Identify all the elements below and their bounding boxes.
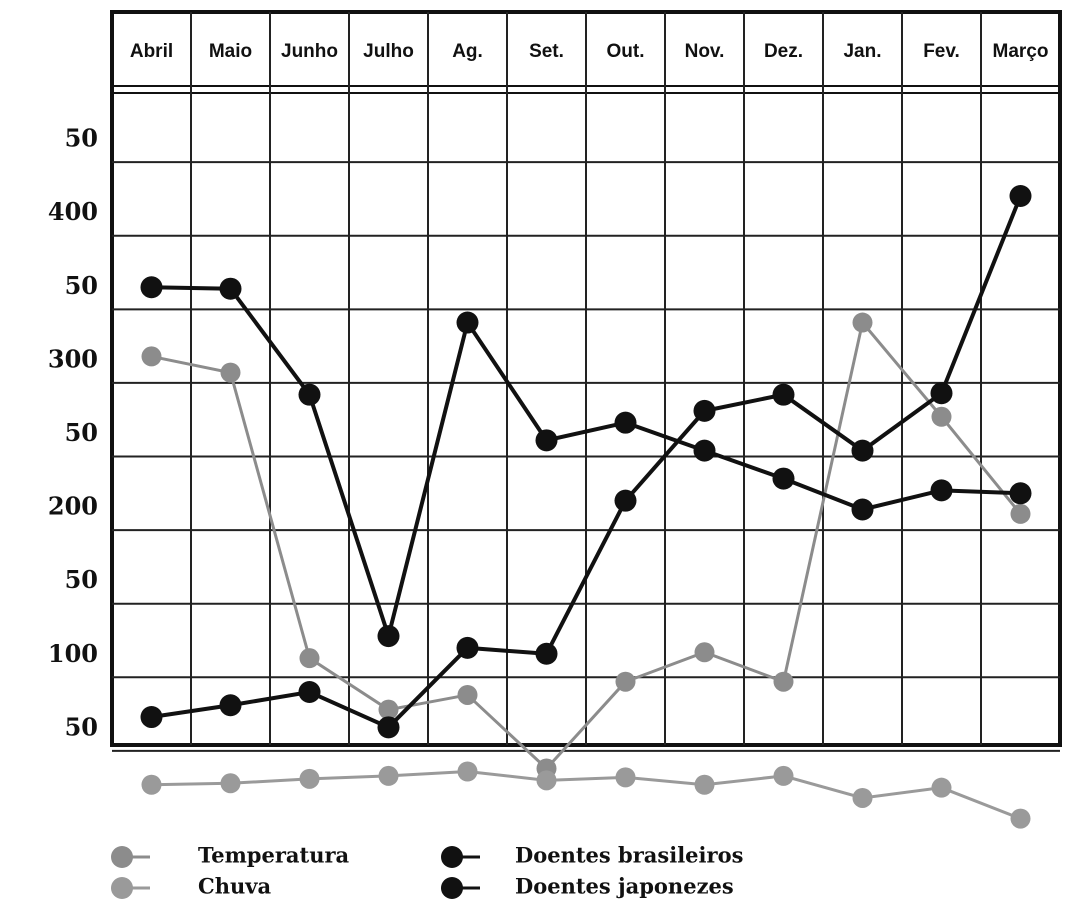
- data-point: [140, 706, 163, 729]
- x-tick-label: Maio: [209, 41, 252, 62]
- data-point: [1010, 808, 1031, 829]
- series-line: [151, 319, 1022, 771]
- x-tick-label: Ag.: [452, 41, 483, 62]
- y-tick-label: 400: [48, 197, 98, 226]
- y-tick-label: 50: [65, 271, 98, 300]
- data-point: [1009, 482, 1032, 505]
- data-point: [378, 699, 399, 720]
- data-point: [693, 399, 716, 422]
- data-point: [1010, 503, 1031, 524]
- data-point: [694, 642, 715, 663]
- data-point: [457, 761, 478, 782]
- data-point: [693, 439, 716, 462]
- x-tick-label: Março: [993, 41, 1049, 62]
- data-point: [298, 681, 321, 704]
- data-point: [614, 411, 637, 434]
- data-point: [298, 383, 321, 406]
- y-tick-label: 50: [65, 418, 98, 447]
- data-point: [457, 684, 478, 705]
- series-line: [151, 195, 1023, 730]
- data-point: [615, 671, 636, 692]
- data-point: [377, 716, 400, 739]
- data-point: [299, 648, 320, 669]
- data-point: [614, 489, 637, 512]
- x-tick-label: Nov.: [685, 41, 725, 62]
- legend-label: Temperatura: [198, 843, 350, 868]
- y-tick-label: 300: [48, 344, 98, 373]
- data-point: [219, 694, 242, 717]
- data-point: [220, 773, 241, 794]
- data-point: [852, 787, 873, 808]
- data-point: [772, 467, 795, 490]
- data-point: [456, 311, 479, 334]
- data-point: [694, 774, 715, 795]
- data-point: [220, 362, 241, 383]
- data-point: [536, 770, 557, 791]
- data-point: [219, 277, 242, 300]
- y-tick-label: 50: [65, 712, 98, 741]
- data-point: [378, 765, 399, 786]
- data-point: [930, 479, 953, 502]
- x-tick-label: Jan.: [843, 41, 881, 62]
- series-line: [151, 285, 1021, 644]
- data-point: [615, 767, 636, 788]
- data-point: [931, 777, 952, 798]
- x-tick-label: Julho: [363, 41, 414, 62]
- x-tick-label: Dez.: [764, 41, 803, 62]
- data-point: [535, 429, 558, 452]
- x-tick-label: Out.: [607, 41, 645, 62]
- legend-label: Chuva: [198, 874, 271, 899]
- x-tick-label: Set.: [529, 41, 564, 62]
- data-point: [931, 406, 952, 427]
- x-tick-label: Abril: [130, 41, 173, 62]
- legend-label: Doentes japonezes: [515, 874, 734, 899]
- x-tick-label: Fev.: [923, 41, 960, 62]
- series-line: [151, 769, 1022, 820]
- data-point: [851, 439, 874, 462]
- legend-label: Doentes brasileiros: [515, 843, 743, 868]
- data-point: [535, 642, 558, 665]
- data-point: [773, 765, 794, 786]
- data-point: [1009, 184, 1032, 207]
- data-point: [772, 383, 795, 406]
- data-point: [140, 276, 163, 299]
- y-tick-label: 200: [48, 492, 98, 521]
- y-tick-label: 100: [48, 639, 98, 668]
- data-point: [141, 346, 162, 367]
- data-point: [456, 636, 479, 659]
- data-point: [930, 382, 953, 405]
- data-point: [141, 774, 162, 795]
- data-point: [851, 498, 874, 521]
- y-tick-label: 50: [65, 565, 98, 594]
- data-point: [299, 768, 320, 789]
- x-tick-label: Junho: [281, 41, 338, 62]
- y-tick-label: 50: [65, 124, 98, 153]
- data-point: [852, 312, 873, 333]
- data-point: [773, 671, 794, 692]
- data-point: [377, 625, 400, 648]
